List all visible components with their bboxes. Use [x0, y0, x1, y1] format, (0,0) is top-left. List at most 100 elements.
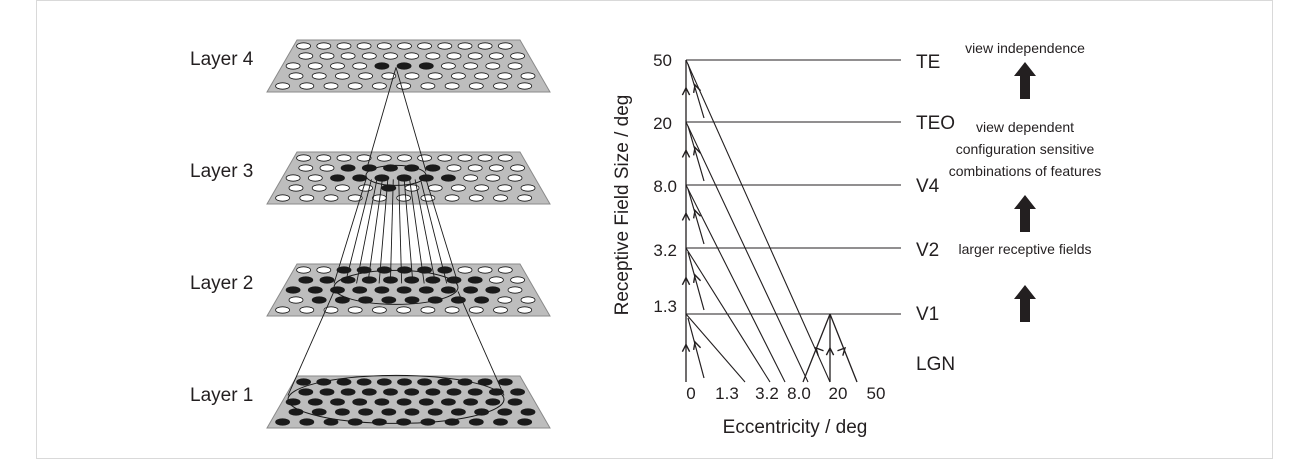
- unit-active: [311, 296, 327, 304]
- unit-active: [361, 388, 377, 396]
- unit-inactive: [497, 184, 513, 192]
- unit-active: [396, 398, 412, 406]
- unit-inactive: [371, 306, 387, 314]
- rise-line: [687, 188, 705, 245]
- axis-arrow: [681, 211, 691, 221]
- unit-inactive: [510, 164, 525, 172]
- unit-inactive: [420, 82, 436, 90]
- unit-inactive: [457, 154, 473, 162]
- area-v2-label: V2: [916, 240, 939, 261]
- unit-active: [418, 286, 434, 294]
- eccentricity-diagonal-0: [685, 59, 831, 383]
- receptive-field-outline: [333, 269, 459, 305]
- unit-active: [298, 388, 314, 396]
- unit-inactive: [497, 42, 513, 50]
- unit-active: [330, 286, 345, 294]
- unit-inactive: [371, 82, 387, 90]
- unit-active: [334, 408, 350, 416]
- unit-inactive: [298, 164, 314, 172]
- unit-inactive: [323, 82, 339, 90]
- layer-2-label: Layer 2: [190, 273, 253, 294]
- unit-inactive: [334, 184, 350, 192]
- layer-4-plane: [266, 39, 551, 93]
- unit-inactive: [358, 184, 374, 192]
- layer-3-label: Layer 3: [190, 161, 253, 182]
- unit-inactive: [457, 42, 473, 50]
- connection-line: [403, 179, 414, 284]
- unit-active: [468, 418, 484, 426]
- area-te-label: TE: [916, 52, 940, 73]
- unit-inactive: [316, 154, 332, 162]
- unit-inactive: [299, 82, 315, 90]
- unit-inactive: [497, 266, 513, 274]
- area-teo-label: TEO: [916, 113, 955, 134]
- unit-inactive: [437, 154, 453, 162]
- rise-line: [687, 317, 705, 379]
- rise-arrow: [692, 340, 702, 351]
- unit-active: [298, 276, 314, 284]
- unit-inactive: [311, 72, 327, 80]
- connection-line: [378, 179, 389, 284]
- rise-arrow: [692, 146, 702, 156]
- unit-inactive: [311, 184, 327, 192]
- unit-inactive: [417, 154, 433, 162]
- unit-inactive: [285, 174, 301, 182]
- unit-inactive: [397, 42, 412, 50]
- x-tick-1-3: 1.3: [715, 384, 739, 403]
- unit-inactive: [319, 164, 335, 172]
- annotation-larger-receptive-fields: larger receptive fields: [958, 241, 1091, 257]
- area-lgn-label: LGN: [916, 354, 955, 375]
- unit-inactive: [336, 42, 352, 50]
- unit-inactive: [420, 306, 436, 314]
- layer-3-plane: [266, 151, 551, 205]
- unit-active: [383, 164, 398, 172]
- unit-inactive: [488, 164, 504, 172]
- unit-active: [437, 266, 453, 274]
- unit-inactive: [397, 154, 412, 162]
- eccentricity-diagonal-3: [685, 247, 771, 383]
- unit-active: [450, 296, 466, 304]
- annotation-combinations-of-features: combinations of features: [949, 163, 1102, 179]
- unit-inactive: [288, 184, 304, 192]
- unit-inactive: [299, 306, 315, 314]
- unit-active: [477, 378, 493, 386]
- unit-inactive: [427, 72, 443, 80]
- unit-inactive: [356, 42, 372, 50]
- unit-active: [404, 388, 420, 396]
- unit-active: [381, 296, 397, 304]
- y-tick-1-3: 1.3: [653, 297, 677, 316]
- connection-line: [356, 179, 378, 284]
- unit-active: [352, 286, 368, 294]
- arrow-up-icon: [1014, 62, 1036, 99]
- unit-inactive: [347, 306, 363, 314]
- unit-inactive: [485, 174, 501, 182]
- unit-inactive: [334, 72, 350, 80]
- unit-inactive: [510, 276, 525, 284]
- unit-active: [336, 266, 352, 274]
- unit-inactive: [323, 306, 339, 314]
- unit-inactive: [446, 164, 462, 172]
- unit-inactive: [299, 194, 315, 202]
- unit-active: [507, 398, 523, 406]
- connection-line: [367, 179, 383, 284]
- unit-inactive: [347, 194, 363, 202]
- unit-active: [467, 388, 483, 396]
- unit-inactive: [450, 72, 466, 80]
- unit-active: [446, 276, 462, 284]
- unit-inactive: [474, 72, 490, 80]
- y-tick-3-2: 3.2: [653, 241, 677, 260]
- unit-active: [463, 286, 479, 294]
- unit-inactive: [307, 62, 323, 70]
- unit-active: [358, 408, 374, 416]
- unit-active: [307, 286, 323, 294]
- unit-inactive: [396, 306, 412, 314]
- unit-active: [319, 276, 335, 284]
- eccentricity-diagonal-1: [685, 121, 809, 383]
- unit-inactive: [396, 82, 412, 90]
- annotation-view-dependent: view dependent: [976, 119, 1074, 135]
- rise-line: [687, 63, 705, 119]
- unit-inactive: [307, 174, 323, 182]
- x-axis-label: Eccentricity / deg: [723, 417, 868, 438]
- layer-1-label: Layer 1: [190, 385, 253, 406]
- unit-active: [404, 408, 420, 416]
